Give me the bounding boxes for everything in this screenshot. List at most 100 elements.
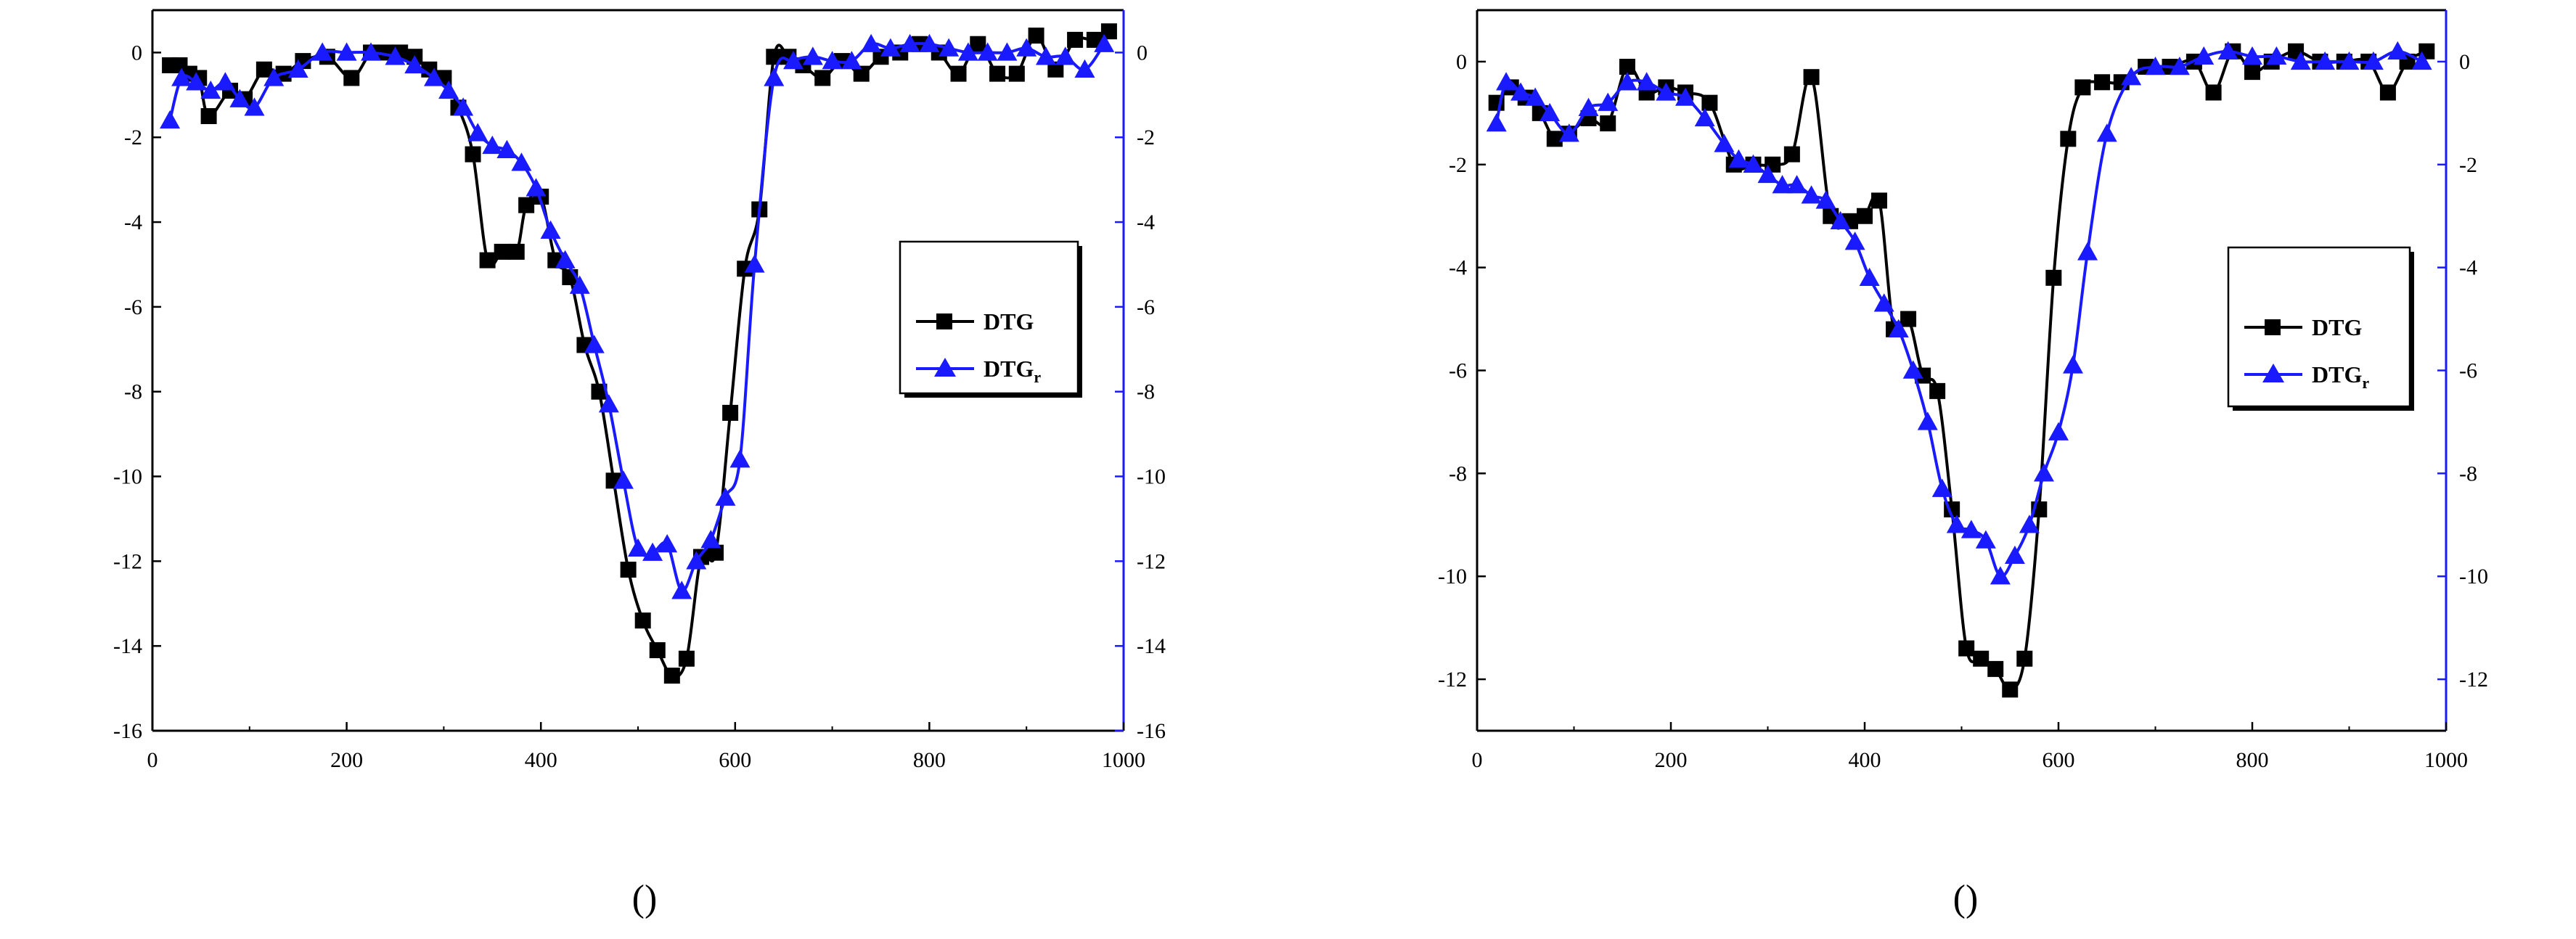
data-point-triangle <box>1946 514 1967 533</box>
data-point-triangle <box>1074 59 1095 78</box>
data-point-triangle <box>336 42 357 61</box>
data-point-square <box>2094 74 2111 91</box>
data-point-triangle <box>1830 210 1851 230</box>
data-point-triangle <box>2315 51 2336 70</box>
data-point-triangle <box>1525 87 1546 106</box>
y-tick-label-right: 0 <box>2459 50 2470 74</box>
data-point-triangle <box>287 59 308 78</box>
y-tick-label-left: -12 <box>1438 668 1467 692</box>
data-point-triangle <box>1636 72 1657 91</box>
data-point-square <box>2002 681 2019 698</box>
data-point-triangle <box>783 51 804 70</box>
series-line-dtgr <box>168 42 1105 593</box>
x-tick-label: 200 <box>1655 748 1688 772</box>
data-point-triangle <box>1844 231 1865 250</box>
data-point-triangle <box>467 123 488 142</box>
y-tick-label-right: -12 <box>2459 668 2488 692</box>
data-point-triangle <box>977 42 998 61</box>
data-point-triangle <box>1598 92 1619 111</box>
data-point-triangle <box>2096 123 2117 142</box>
panel-label-close: ) <box>645 878 657 919</box>
data-point-triangle <box>1714 134 1735 152</box>
data-point-square <box>678 650 695 667</box>
y-tick-label-right: -6 <box>1137 295 1155 319</box>
data-point-square <box>2205 84 2222 101</box>
data-point-square <box>1958 640 1975 657</box>
legend-label-sub: r <box>1034 368 1041 386</box>
y-tick-label-right: 0 <box>1137 41 1148 65</box>
y-tick-label-right: -4 <box>1137 210 1155 234</box>
data-point-square <box>663 668 680 684</box>
data-point-triangle <box>1510 82 1532 101</box>
data-point-triangle <box>215 72 236 91</box>
data-point-square <box>1987 660 2004 677</box>
data-point-square <box>1600 115 1616 132</box>
y-tick-label-left: -12 <box>113 549 142 573</box>
data-point-triangle <box>496 139 518 158</box>
data-point-square <box>1803 69 1820 86</box>
data-point-triangle <box>822 51 843 70</box>
data-point-square <box>1028 28 1044 44</box>
data-point-square <box>2045 269 2062 286</box>
data-point-triangle <box>1801 185 1822 204</box>
data-point-triangle <box>1888 319 1909 337</box>
data-point-triangle <box>613 470 634 489</box>
data-point-triangle <box>1902 360 1923 379</box>
y-tick-label-right: -2 <box>2459 153 2477 177</box>
data-point-triangle <box>880 38 901 57</box>
data-point-triangle <box>1873 293 1894 312</box>
data-point-triangle <box>642 542 663 561</box>
data-point-triangle <box>2411 51 2432 70</box>
x-tick-label: 1000 <box>2424 748 2468 772</box>
data-point-square <box>494 243 510 260</box>
data-point-square <box>591 383 608 400</box>
x-tick-label: 600 <box>719 748 751 772</box>
data-point-triangle <box>1960 520 1982 538</box>
legend-marker-square <box>936 313 952 329</box>
data-point-triangle <box>2242 46 2262 65</box>
data-point-triangle <box>482 135 503 155</box>
data-point-triangle <box>404 54 425 74</box>
x-tick-label: 400 <box>525 748 557 772</box>
y-tick-label-left: -6 <box>1449 359 1467 383</box>
legend-label: DTG <box>984 308 1034 335</box>
data-point-triangle <box>385 46 406 65</box>
data-point-triangle <box>1694 107 1715 127</box>
data-point-triangle <box>1975 530 1996 549</box>
data-point-triangle <box>2169 57 2190 75</box>
y-tick-label-left: -8 <box>124 380 142 404</box>
legend-label: DTGr <box>984 356 1041 386</box>
data-point-square <box>722 404 739 421</box>
panel-label: () <box>632 878 658 919</box>
data-point-square <box>853 65 870 82</box>
data-point-triangle <box>841 51 862 70</box>
data-point-square <box>2379 84 2396 101</box>
data-point-square <box>1900 311 1917 327</box>
data-point-square <box>814 70 831 86</box>
data-point-triangle <box>1035 46 1056 65</box>
data-point-triangle <box>2266 46 2287 65</box>
series-dtgr <box>1486 41 2432 585</box>
x-tick-label: 0 <box>1472 748 1483 772</box>
data-point-triangle <box>569 275 590 294</box>
data-point-triangle <box>200 80 221 99</box>
x-tick-label: 0 <box>147 748 158 772</box>
data-point-square <box>1008 65 1025 82</box>
x-tick-label: 1000 <box>1102 748 1145 772</box>
y-tick-label-left: -8 <box>1449 462 1467 485</box>
data-point-triangle <box>1743 154 1764 173</box>
y-tick-label-right: -14 <box>1137 634 1166 658</box>
data-point-square <box>1100 23 1117 40</box>
y-tick-label-right: -8 <box>1137 380 1155 404</box>
data-point-triangle <box>700 530 721 549</box>
data-point-triangle <box>453 97 474 116</box>
data-point-square <box>634 612 651 629</box>
data-point-triangle <box>729 449 751 468</box>
data-point-triangle <box>555 250 576 268</box>
data-point-triangle <box>1786 175 1807 194</box>
data-point-triangle <box>1486 113 1507 132</box>
data-point-triangle <box>2077 242 2098 261</box>
data-point-triangle <box>2033 463 2054 482</box>
legend-label-sub: r <box>2362 374 2369 392</box>
legend-label: DTG <box>2312 314 2362 340</box>
